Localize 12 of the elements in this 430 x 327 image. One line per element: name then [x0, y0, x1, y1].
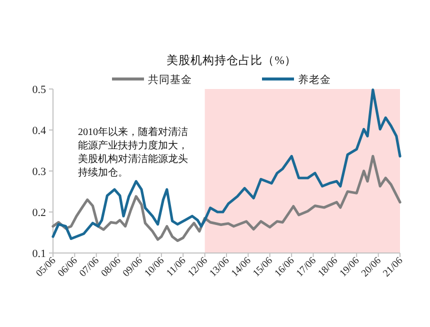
y-tick-label: 0.5 [32, 84, 46, 96]
y-tick-label: 0.3 [32, 166, 46, 178]
y-tick-label: 0.1 [32, 248, 46, 260]
y-tick-label: 0.4 [32, 125, 46, 137]
annotation: 能源产业扶持力度加大， [78, 140, 188, 152]
legend-label: 共同基金 [148, 73, 192, 86]
legend-label: 养老金 [298, 73, 331, 86]
annotation: 持续加仓。 [78, 166, 128, 178]
annotation: 2010年以来，随着对清洁 [78, 126, 188, 138]
y-tick-label: 0.2 [32, 207, 46, 219]
annotation: 美股机构对清洁能源龙头 [78, 153, 188, 165]
chart-title: 美股机构持仓占比（%） [166, 53, 296, 67]
